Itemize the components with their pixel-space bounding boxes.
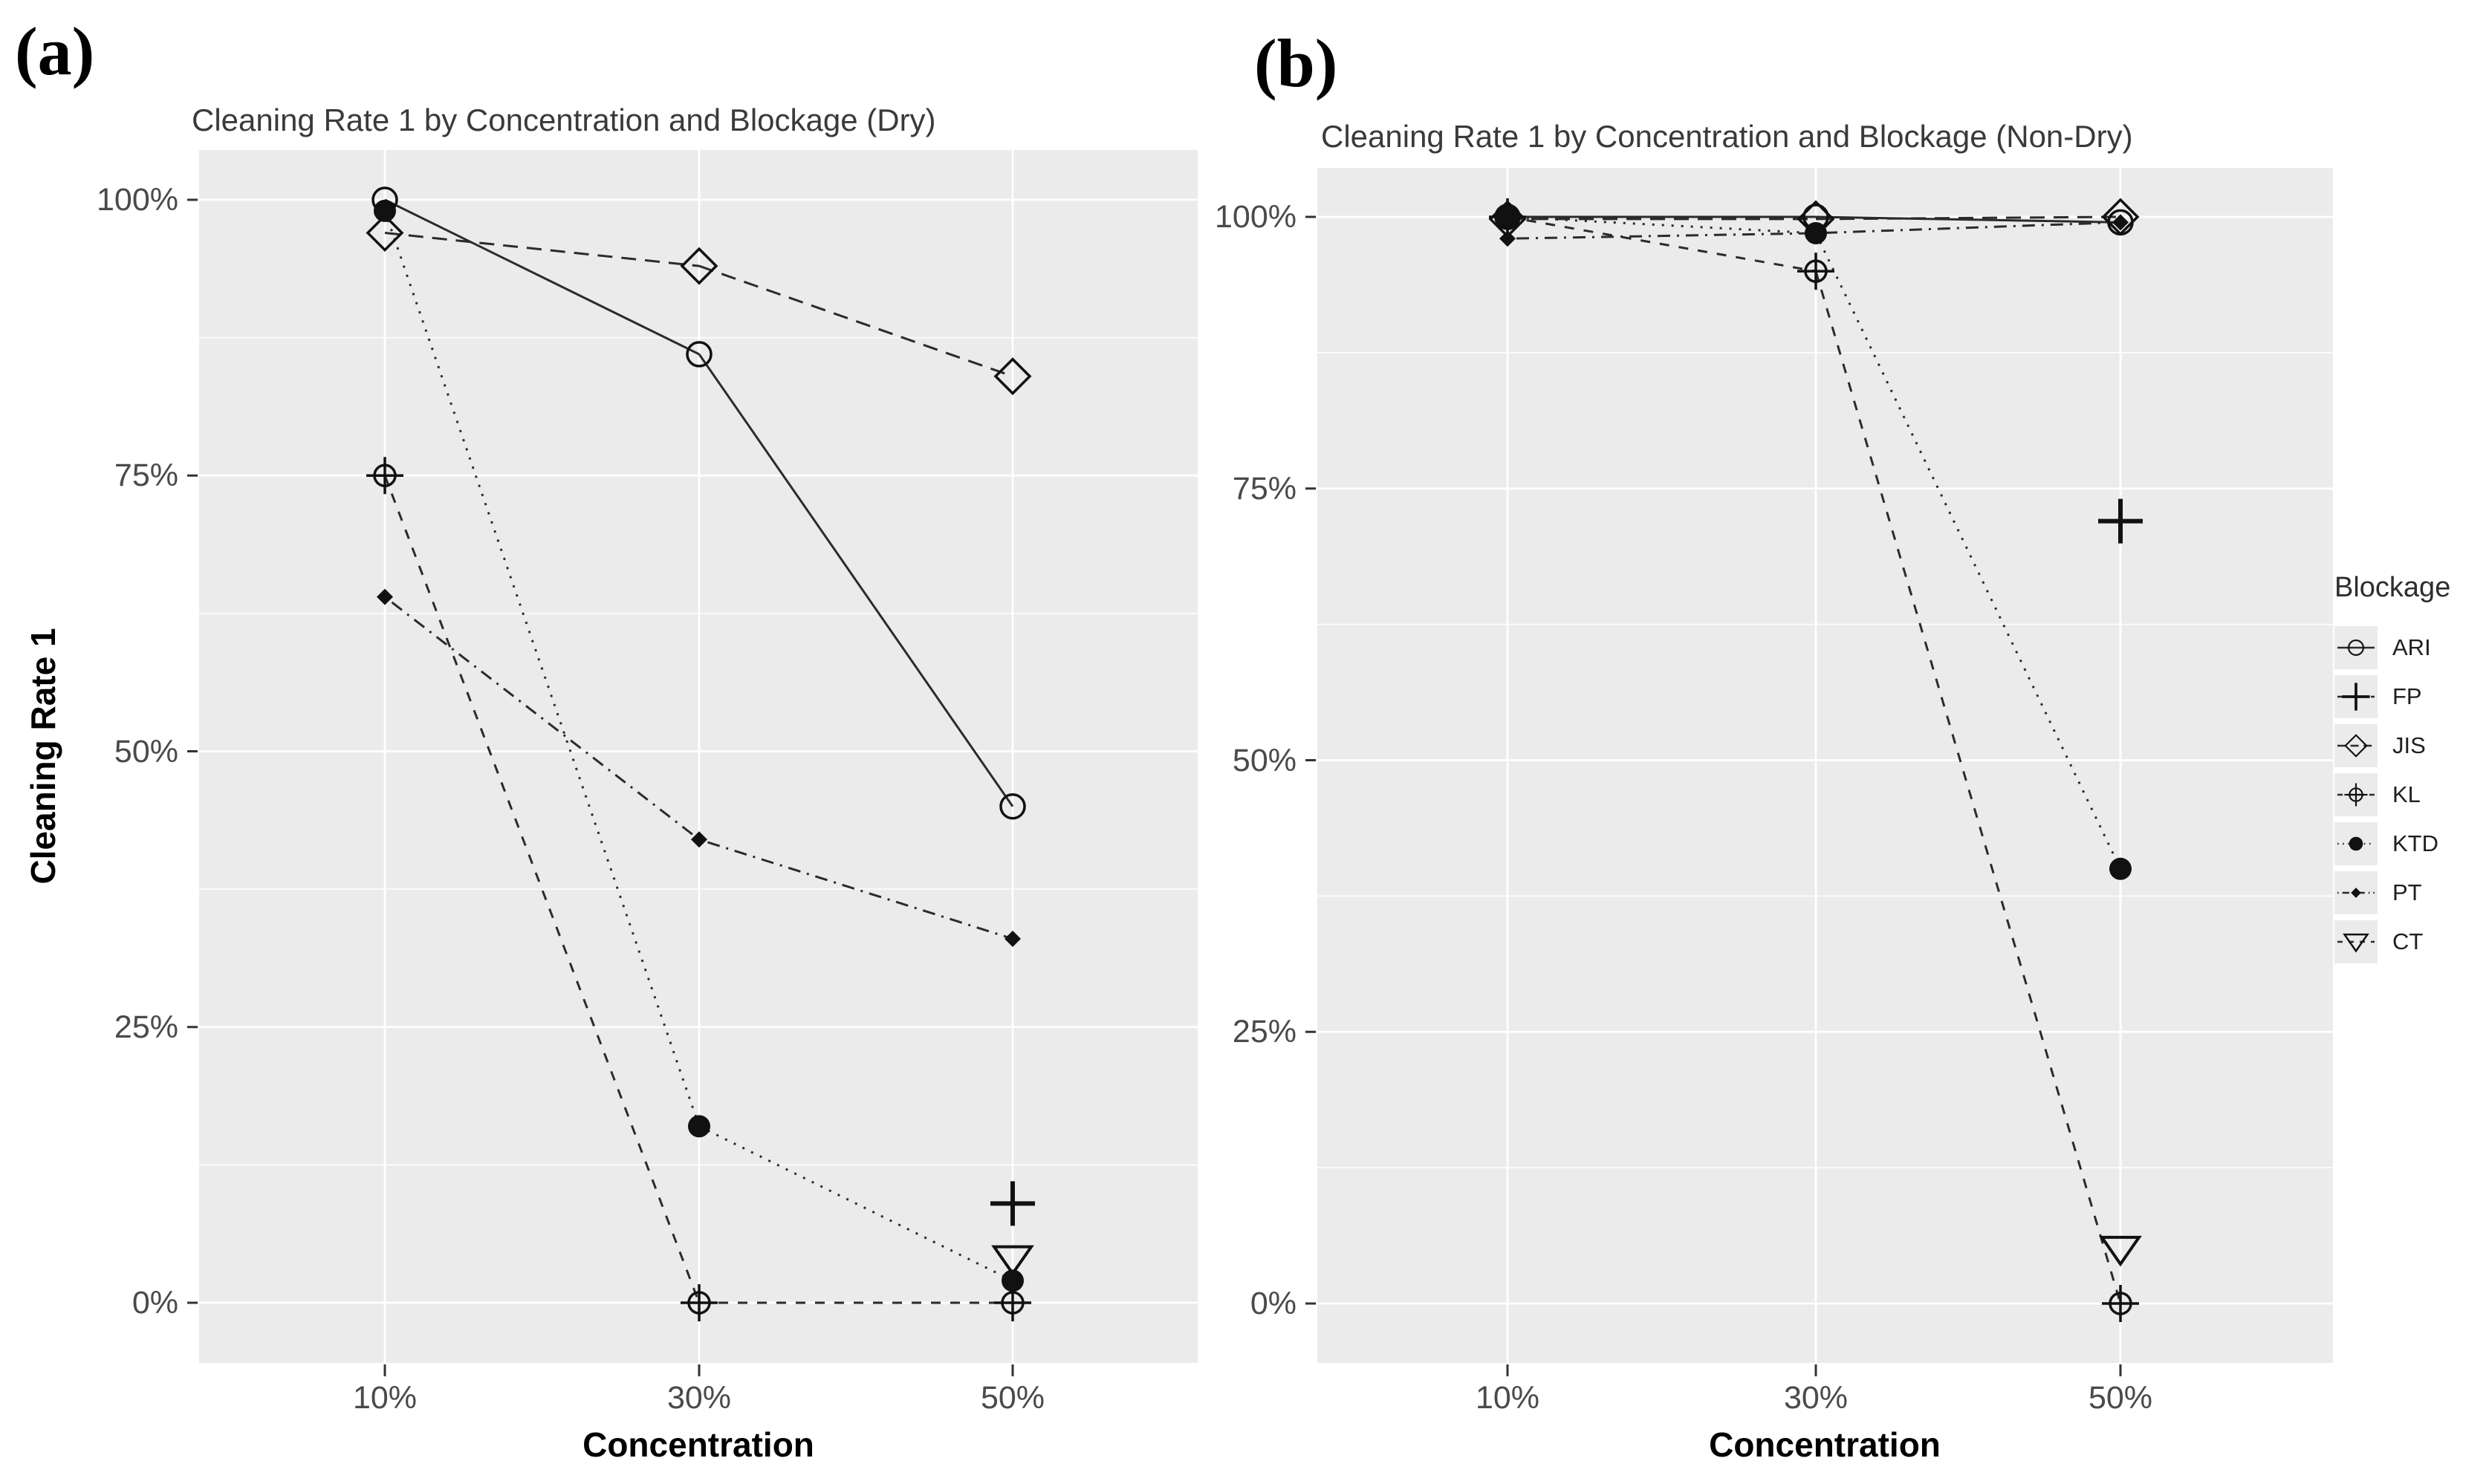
legend-row-jis: JIS xyxy=(2334,721,2483,770)
marker-circle-plus xyxy=(2102,1285,2139,1322)
legend-title: Blockage xyxy=(2334,572,2451,603)
series-line-KTD xyxy=(698,1125,1013,1282)
marker-open-diamond xyxy=(2344,734,2368,758)
legend: Blockage ARI FP JIS KL KTD PT CT xyxy=(2334,572,2483,966)
marker-open-diamond xyxy=(680,247,718,285)
marker-open-circle xyxy=(686,341,713,368)
legend-row-ktd: KTD xyxy=(2334,819,2483,868)
marker-circle-plus xyxy=(681,1284,718,1321)
panel-b xyxy=(1305,168,2333,1376)
marker-open-circle xyxy=(999,793,1026,820)
marker-open-triangle-down xyxy=(2099,1235,2142,1267)
series-line-KL xyxy=(383,475,701,1304)
marker-filled-circle xyxy=(1002,1269,1024,1292)
series-line-KTD xyxy=(1814,232,2122,870)
marker-filled-circle xyxy=(2349,836,2363,851)
marker-plus xyxy=(2098,498,2143,544)
marker-open-circle xyxy=(2347,639,2365,657)
series-line-KL xyxy=(1814,270,2122,1304)
legend-label: KL xyxy=(2392,781,2421,807)
series-line-KTD xyxy=(383,210,701,1127)
panel-a-corner-label: (a) xyxy=(15,13,95,89)
marker-filled-diamond xyxy=(2112,214,2129,231)
marker-circle-plus xyxy=(2344,783,2368,807)
marker-filled-circle xyxy=(374,199,396,222)
series-line-JIS xyxy=(1815,215,2121,221)
marker-open-diamond xyxy=(993,357,1032,396)
legend-label: CT xyxy=(2392,928,2424,954)
marker-plus xyxy=(990,1181,1035,1226)
x-axis-title-a: Concentration xyxy=(582,1425,814,1464)
marker-filled-diamond xyxy=(1005,930,1021,947)
panel-b-corner-label: (b) xyxy=(1254,25,1338,101)
series-line-JIS xyxy=(698,264,1013,378)
series-line-JIS xyxy=(384,232,700,267)
legend-row-ct: CT xyxy=(2334,917,2483,966)
marker-circle-plus xyxy=(1797,253,1834,290)
series-line-PT xyxy=(384,596,700,841)
marker-open-diamond xyxy=(366,214,404,253)
marker-plus xyxy=(2342,683,2370,711)
marker-filled-diamond xyxy=(377,588,393,605)
legend-label: FP xyxy=(2392,683,2422,709)
legend-label: ARI xyxy=(2392,634,2431,660)
marker-open-triangle-down xyxy=(991,1245,1034,1277)
marker-filled-diamond xyxy=(1499,230,1516,247)
legend-key-circle-plus xyxy=(2334,773,2378,816)
marker-filled-circle xyxy=(688,1115,710,1138)
legend-key-open-circle xyxy=(2334,626,2378,669)
legend-row-kl: KL xyxy=(2334,770,2483,819)
marker-filled-diamond xyxy=(1808,224,1824,241)
chart-a-title: Cleaning Rate 1 by Concentration and Blo… xyxy=(192,102,936,137)
legend-key-filled-diamond xyxy=(2334,871,2378,914)
series-line-KL xyxy=(1507,215,1817,273)
marker-open-triangle-down xyxy=(2343,933,2369,953)
series-line-ARI xyxy=(698,354,1014,807)
marker-filled-circle xyxy=(2109,857,2132,880)
series-line-PT xyxy=(1507,232,1817,240)
y-axis-title: Cleaning Rate 1 xyxy=(24,628,62,885)
chart-b-title: Cleaning Rate 1 by Concentration and Blo… xyxy=(1321,119,2133,154)
legend-rows: ARI FP JIS KL KTD PT CT xyxy=(2334,623,2483,966)
legend-label: JIS xyxy=(2392,732,2426,758)
legend-key-open-diamond xyxy=(2334,724,2378,767)
legend-key-plus xyxy=(2334,675,2378,718)
panel-a xyxy=(187,150,1198,1376)
marker-filled-circle xyxy=(1496,206,1519,228)
legend-label: PT xyxy=(2392,879,2422,905)
legend-row-fp: FP xyxy=(2334,672,2483,721)
legend-row-pt: PT xyxy=(2334,868,2483,917)
marker-open-diamond xyxy=(2101,198,2140,236)
legend-key-filled-circle xyxy=(2334,822,2378,865)
marker-filled-diamond xyxy=(2351,888,2361,898)
marker-circle-plus xyxy=(366,457,403,495)
series-line-PT xyxy=(1815,221,2121,235)
legend-label: KTD xyxy=(2392,830,2438,856)
marker-filled-diamond xyxy=(691,831,707,848)
legend-row-ari: ARI xyxy=(2334,623,2483,672)
x-axis-title-b: Concentration xyxy=(1709,1425,1941,1464)
legend-key-open-triangle-down xyxy=(2334,920,2378,963)
series-line-PT xyxy=(698,838,1013,940)
series-line-ARI xyxy=(384,198,700,356)
